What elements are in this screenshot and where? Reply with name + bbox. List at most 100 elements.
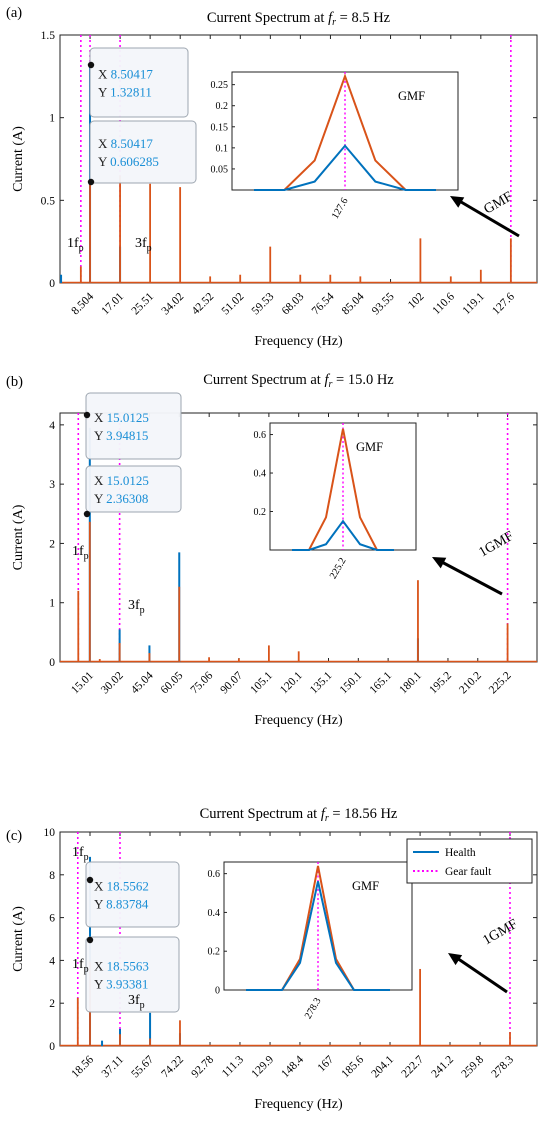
x-tick-label: 42.52 <box>190 290 217 317</box>
gmf-arrow-head <box>432 557 447 569</box>
inset-y-tick-label: 0.2 <box>216 101 229 112</box>
title-sub: r <box>329 379 333 390</box>
panel-letter: (b) <box>6 374 23 390</box>
x-tick-label: 120.1 <box>278 669 305 696</box>
x-tick-label: 92.78 <box>189 1053 216 1080</box>
x-tick-label: 225.2 <box>487 669 514 696</box>
chart-title: Current Spectrum at fr = 8.5 Hz <box>207 10 391 28</box>
chart-title: Current Spectrum at fr = 18.56 Hz <box>200 806 398 824</box>
x-tick-label: 8.504 <box>69 290 96 317</box>
x-tick-label: 25.51 <box>129 290 156 317</box>
datatip-x-row: X 18.5562 <box>94 879 149 894</box>
harmonic-annotation: 1fp <box>72 544 89 562</box>
y-tick-label: 0 <box>49 657 55 669</box>
datatip-y-key: Y <box>94 897 106 912</box>
annotation-text: 1f <box>72 544 84 559</box>
x-tick-label: 17.01 <box>99 290 126 317</box>
title-suffix: = 8.5 Hz <box>336 10 391 26</box>
title-suffix: = 15.0 Hz <box>332 372 394 388</box>
inset-label: GMF <box>356 440 383 454</box>
datatip-x-key: X <box>98 136 111 151</box>
datatip-box <box>85 465 182 513</box>
y-tick-label: 0.5 <box>41 195 56 207</box>
datatip: X 15.0125 Y 3.94815 <box>85 392 182 460</box>
inset-health-line <box>254 144 436 191</box>
x-tick-label: 15.01 <box>69 669 96 696</box>
x-tick-label: 150.1 <box>338 669 365 696</box>
datatip-y-value: 0.606285 <box>110 154 159 169</box>
datatip-x-key: X <box>94 410 107 425</box>
x-tick-label: 45.04 <box>129 669 156 696</box>
x-tick-label: 148.4 <box>279 1053 306 1080</box>
legend-entry: Gear fault <box>445 866 492 878</box>
x-tick-label: 111.3 <box>220 1053 246 1079</box>
y-tick-label: 4 <box>49 420 55 432</box>
harmonic-annotation: 1fp <box>67 236 84 254</box>
inset-y-tick-label: 0.25 <box>211 80 229 91</box>
datatip-box <box>85 861 180 928</box>
x-tick-label: 75.06 <box>189 669 216 696</box>
x-tick-label: 55.67 <box>129 1053 156 1080</box>
datatip-y-row: Y 3.94815 <box>94 428 148 443</box>
annotation-sub: p <box>79 243 84 254</box>
datatip-x-value: 8.50417 <box>111 67 154 82</box>
x-tick-label: 210.2 <box>457 669 484 696</box>
y-tick-label: 2 <box>49 538 55 550</box>
datatip-y-row: Y 2.36308 <box>94 491 148 506</box>
inset-y-tick-label: 0.6 <box>208 869 221 880</box>
y-tick-label: 1 <box>49 598 55 610</box>
x-tick-label: 185.6 <box>339 1053 366 1080</box>
inset-label: GMF <box>398 89 425 103</box>
y-axis-label: Current (A) <box>11 504 26 570</box>
y-tick-label: 1.5 <box>41 30 56 42</box>
title-sub: r <box>325 813 329 824</box>
y-tick-label: 3 <box>49 479 55 491</box>
datatip-point <box>87 61 95 69</box>
annotation-text: 1f <box>67 236 79 251</box>
datatip-y-value: 8.83784 <box>106 897 149 912</box>
x-tick-label: 18.56 <box>69 1053 96 1080</box>
x-tick-label: 180.1 <box>397 669 424 696</box>
gmf-arrow-head <box>448 953 463 966</box>
datatip-x-row: X 18.5563 <box>94 959 149 974</box>
x-tick-label: 127.6 <box>490 290 517 317</box>
y-tick-label: 0 <box>49 1041 55 1053</box>
datatip-y-row: Y 8.83784 <box>94 897 149 912</box>
annotation-sub: p <box>84 852 89 863</box>
datatip-x-value: 18.5563 <box>107 959 149 974</box>
harmonic-annotation: 3fp <box>128 993 145 1011</box>
datatip-y-key: Y <box>94 491 106 506</box>
gmf-arrow-shaft <box>455 197 520 238</box>
legend: Health Gear fault <box>406 838 533 884</box>
y-tick-label: 4 <box>49 955 55 967</box>
inset-y-tick-label: 0.4 <box>254 469 267 480</box>
inset-y-tick-label: 0.6 <box>254 430 267 441</box>
annotation-sub: p <box>147 243 152 254</box>
y-axis-label: Current (A) <box>11 126 26 192</box>
y-tick-label: 0 <box>49 278 55 290</box>
x-tick-label: 278.3 <box>489 1053 516 1080</box>
x-tick-label: 241.2 <box>429 1053 456 1080</box>
datatip-box <box>89 47 189 118</box>
legend-entry: Health <box>445 847 476 859</box>
chart-title: Current Spectrum at fr = 15.0 Hz <box>203 372 394 390</box>
title-var: f <box>328 10 334 26</box>
x-axis-label: Frequency (Hz) <box>254 1097 343 1112</box>
datatip-y-row: Y 0.606285 <box>98 154 159 169</box>
datatip-y-value: 2.36308 <box>106 491 148 506</box>
y-tick-label: 1 <box>49 113 55 125</box>
datatip-x-row: X 15.0125 <box>94 410 149 425</box>
inset-y-tick-label: 0.4 <box>208 908 221 919</box>
datatip-x-row: X 15.0125 <box>94 473 149 488</box>
inset-label: GMF <box>352 879 379 893</box>
x-tick-label: 93.55 <box>370 290 397 317</box>
title-prefix: Current Spectrum at <box>203 372 324 388</box>
title-var: f <box>321 806 327 822</box>
datatip-y-row: Y 3.93381 <box>94 977 148 992</box>
gmf-arrow-shaft <box>453 954 508 994</box>
annotation-text: 1f <box>72 957 84 972</box>
panel-letter: (c) <box>6 828 22 844</box>
panel-1: (b) Current Spectrum at fr = 15.0 Hz 0 1 2 3 4… <box>6 372 538 728</box>
datatip-box <box>89 120 197 184</box>
